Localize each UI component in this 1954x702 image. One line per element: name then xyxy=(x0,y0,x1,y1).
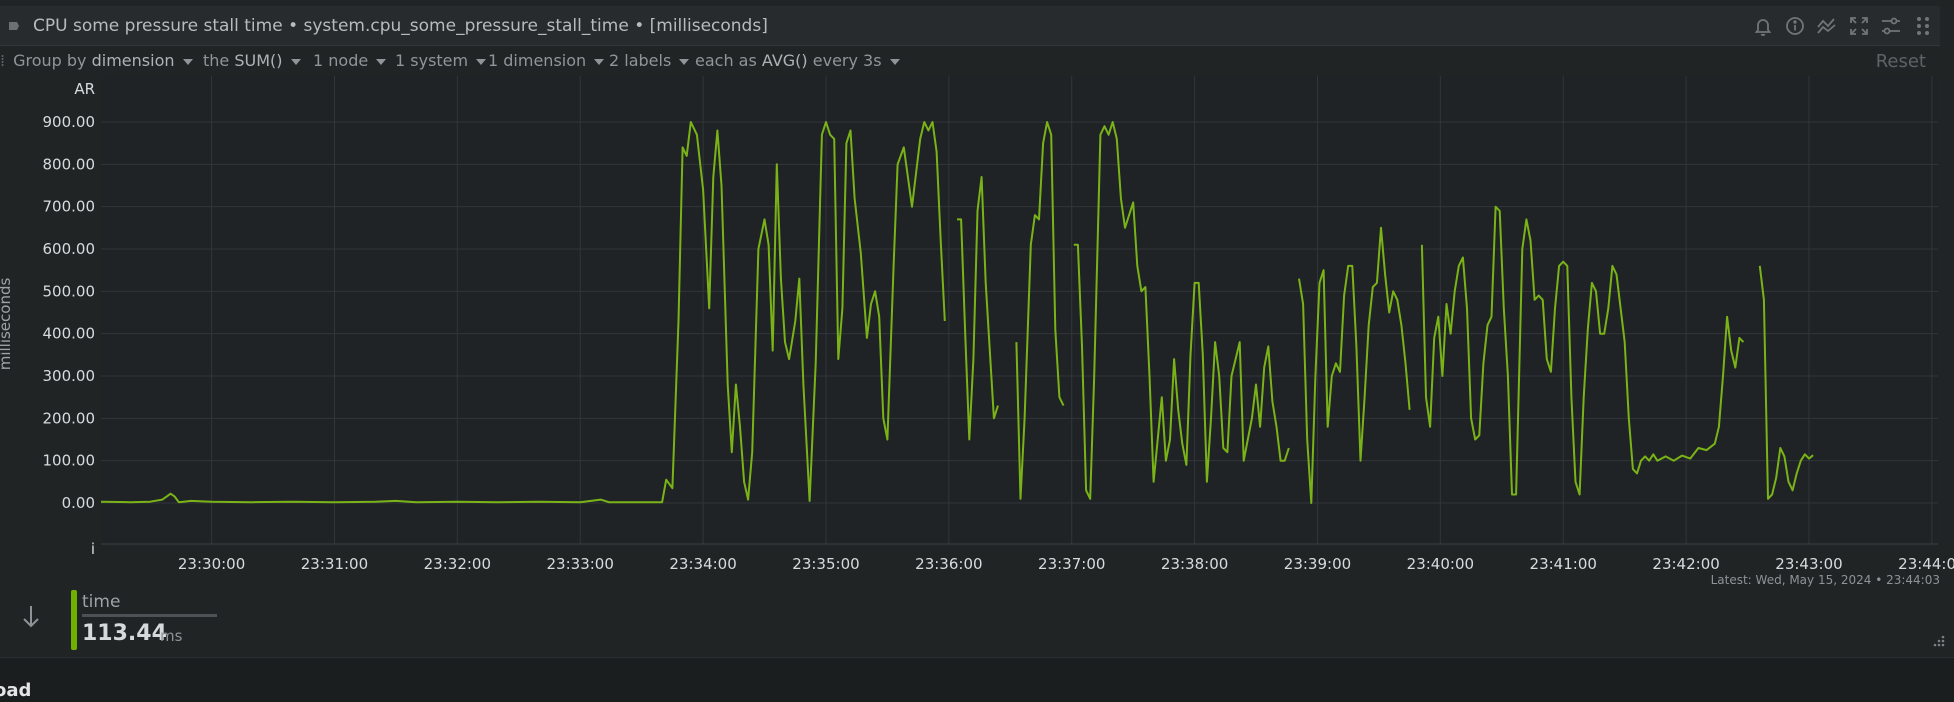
settings-sliders-icon xyxy=(1882,17,1900,35)
series-line xyxy=(1015,121,1065,500)
group-by-value: dimension xyxy=(91,51,175,70)
x-tick-label: 23:31:00 xyxy=(301,555,368,573)
x-tick-label: 23:40:00 xyxy=(1407,555,1474,573)
nodes-label: 1 node xyxy=(313,51,369,70)
time-aggregation-dropdown[interactable]: each as AVG() every 3s xyxy=(695,51,900,70)
x-tick-label: 23:35:00 xyxy=(792,555,859,573)
anomaly-rate-label: AR xyxy=(74,80,95,98)
series-line xyxy=(1298,226,1411,504)
y-tick-label: 600.00 xyxy=(43,240,96,258)
chevron-down-icon xyxy=(679,58,690,65)
chart-toolbar xyxy=(1750,14,1936,38)
x-tick-label: 23:34:00 xyxy=(669,555,736,573)
x-tick-label: 23:43:00 xyxy=(1775,555,1842,573)
each-as-value: AVG() xyxy=(761,51,808,70)
chart-controls: ⁞ Group by dimension the SUM() 1 node 1 … xyxy=(0,48,1954,76)
chevron-down-icon xyxy=(594,58,605,65)
legend-underline xyxy=(82,614,217,617)
aggregation-label: the xyxy=(203,51,230,70)
alerts-button[interactable] xyxy=(1750,14,1776,38)
y-tick-label: 400.00 xyxy=(43,325,96,343)
annotations-label: i xyxy=(91,540,95,558)
x-tick-label: 23:42:00 xyxy=(1652,555,1719,573)
systems-dropdown[interactable]: 1 system xyxy=(395,51,487,70)
chevron-down-icon xyxy=(290,58,301,65)
drag-handle-icon xyxy=(1917,17,1929,35)
resize-handle-icon[interactable] xyxy=(1930,634,1946,650)
settings-button[interactable] xyxy=(1878,14,1904,38)
y-tick-label: 200.00 xyxy=(43,409,96,427)
legend-dimension-name[interactable]: time xyxy=(82,592,121,612)
dimensions-label: 1 dimension xyxy=(488,51,587,70)
chart-context-icon xyxy=(9,22,19,30)
y-tick-label: 0.00 xyxy=(62,494,95,512)
labels-label: 2 labels xyxy=(609,51,672,70)
group-by-dropdown[interactable]: ⁞ Group by dimension xyxy=(0,51,193,70)
x-tick-label: 23:44:00 xyxy=(1898,555,1954,573)
chevron-down-icon xyxy=(376,58,387,65)
chart-panel: CPU some pressure stall time • system.cp… xyxy=(0,6,1954,658)
x-tick-label: 23:41:00 xyxy=(1530,555,1597,573)
x-tick-label: 23:39:00 xyxy=(1284,555,1351,573)
series-line xyxy=(957,176,999,441)
series-line xyxy=(1073,121,1290,500)
each-as-label: each as xyxy=(695,51,757,70)
y-tick-label: 900.00 xyxy=(43,113,96,131)
chart-header: CPU some pressure stall time • system.cp… xyxy=(0,6,1940,46)
systems-label: 1 system xyxy=(395,51,469,70)
group-by-tick: ⁞ xyxy=(0,51,6,70)
chevron-down-icon xyxy=(889,58,900,65)
info-button[interactable] xyxy=(1782,14,1808,38)
x-tick-label: 23:37:00 xyxy=(1038,555,1105,573)
labels-dropdown[interactable]: 2 labels xyxy=(609,51,690,70)
legend-color-swatch xyxy=(71,590,77,650)
chevron-down-icon xyxy=(476,58,487,65)
y-tick-label: 300.00 xyxy=(43,367,96,385)
series-line xyxy=(1420,205,1745,496)
legend-unit: ms xyxy=(160,627,183,645)
x-tick-label: 23:32:00 xyxy=(424,555,491,573)
chart-type-button[interactable] xyxy=(1814,14,1840,38)
bell-icon xyxy=(1754,19,1772,36)
every-label: every 3s xyxy=(812,51,882,70)
line-chart[interactable]: 900.00 800.00 700.00 600.00 500.00 400.00 300.… xyxy=(0,76,1954,574)
y-axis-label: milliseconds xyxy=(0,278,14,371)
info-icon xyxy=(1786,17,1804,35)
y-tick-label: 700.00 xyxy=(43,198,96,216)
chart-legend: time 113.44 ms xyxy=(0,588,1954,656)
latest-timestamp: Latest: Wed, May 15, 2024 • 23:44:03 xyxy=(1710,573,1940,587)
x-tick-label: 23:33:00 xyxy=(547,555,614,573)
aggregation-value: SUM() xyxy=(234,51,283,70)
next-section-title: oad xyxy=(0,680,32,701)
fullscreen-button[interactable] xyxy=(1846,14,1872,38)
arrow-down-icon[interactable] xyxy=(20,602,42,632)
y-tick-label: 800.00 xyxy=(43,155,96,173)
dimensions-dropdown[interactable]: 1 dimension xyxy=(488,51,605,70)
series-line xyxy=(1758,265,1814,500)
x-tick-label: 23:30:00 xyxy=(178,555,245,573)
chevron-down-icon xyxy=(182,58,193,65)
reset-button[interactable]: Reset xyxy=(1875,51,1926,72)
drag-handle[interactable] xyxy=(1910,14,1936,38)
x-tick-label: 23:36:00 xyxy=(915,555,982,573)
chart-title: CPU some pressure stall time • system.cp… xyxy=(33,16,768,36)
fullscreen-icon xyxy=(1850,17,1868,35)
y-tick-label: 500.00 xyxy=(43,282,96,300)
group-by-label: Group by xyxy=(13,51,87,70)
chart-type-icon xyxy=(1817,18,1836,34)
aggregation-dropdown[interactable]: the SUM() xyxy=(203,51,301,70)
nodes-dropdown[interactable]: 1 node xyxy=(313,51,387,70)
y-tick-label: 100.00 xyxy=(43,452,96,470)
legend-value: 113.44 xyxy=(82,621,167,646)
x-tick-label: 23:38:00 xyxy=(1161,555,1228,573)
series-line xyxy=(100,121,946,504)
